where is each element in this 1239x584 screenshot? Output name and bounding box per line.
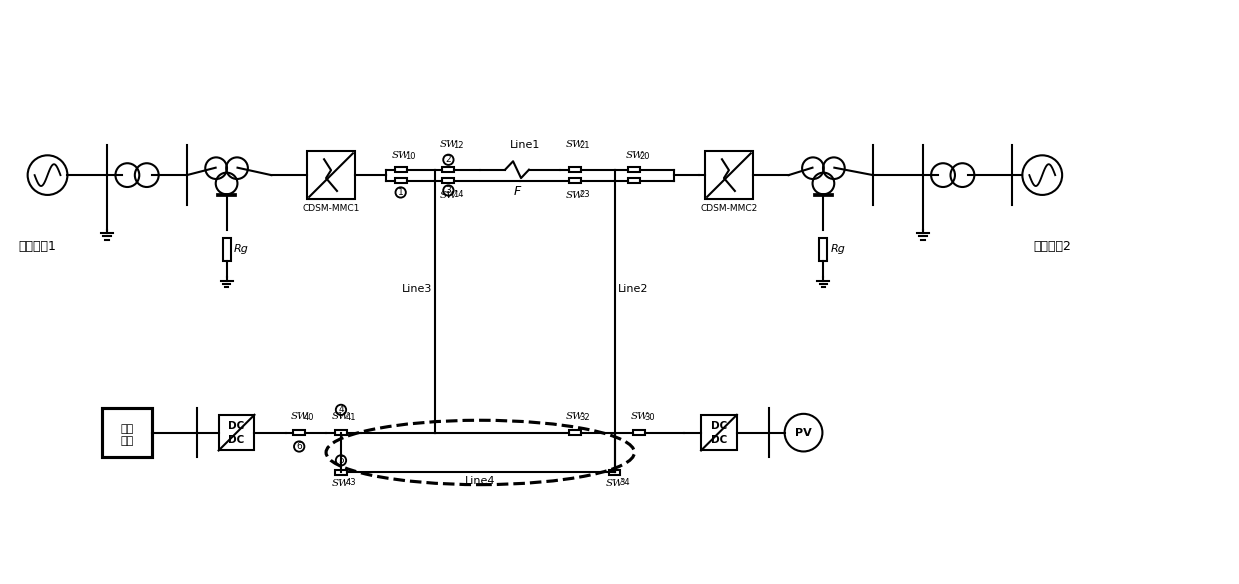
Bar bbox=[569, 430, 581, 436]
Bar bbox=[819, 238, 828, 261]
Text: 43: 43 bbox=[346, 478, 356, 487]
Text: 4: 4 bbox=[338, 405, 343, 415]
Text: 交流系统1: 交流系统1 bbox=[19, 239, 57, 252]
Text: 交流系统2: 交流系统2 bbox=[1033, 239, 1072, 252]
Text: PV: PV bbox=[795, 427, 812, 437]
Bar bbox=[218, 415, 254, 450]
Bar bbox=[442, 167, 455, 172]
Bar bbox=[705, 151, 753, 199]
Text: Line1: Line1 bbox=[509, 140, 540, 150]
Text: SW: SW bbox=[606, 479, 623, 488]
Text: CDSM-MMC2: CDSM-MMC2 bbox=[700, 204, 757, 213]
Text: SW: SW bbox=[290, 412, 309, 420]
Bar bbox=[335, 470, 347, 475]
Text: SW: SW bbox=[440, 140, 457, 149]
Bar bbox=[442, 178, 455, 183]
Text: 32: 32 bbox=[579, 413, 590, 422]
Text: SW: SW bbox=[566, 412, 584, 420]
Text: SW: SW bbox=[392, 151, 410, 160]
Text: DC: DC bbox=[228, 420, 244, 430]
Bar bbox=[569, 178, 581, 183]
Text: 21: 21 bbox=[579, 141, 590, 150]
Text: Line3: Line3 bbox=[403, 284, 432, 294]
Text: 14: 14 bbox=[453, 190, 463, 199]
Text: 1: 1 bbox=[398, 188, 404, 197]
Text: Line2: Line2 bbox=[617, 284, 648, 294]
Text: 5: 5 bbox=[338, 456, 344, 465]
Text: 2: 2 bbox=[446, 155, 451, 164]
Text: Rg: Rg bbox=[233, 245, 249, 255]
Bar bbox=[395, 178, 406, 183]
Text: 30: 30 bbox=[644, 413, 654, 422]
Text: 直流: 直流 bbox=[120, 423, 134, 434]
Text: 3: 3 bbox=[446, 186, 451, 195]
Text: SW: SW bbox=[440, 192, 457, 200]
Text: 40: 40 bbox=[304, 413, 315, 422]
Text: SW: SW bbox=[626, 151, 643, 160]
Bar bbox=[628, 178, 641, 183]
Bar bbox=[701, 415, 737, 450]
Text: SW: SW bbox=[566, 140, 584, 149]
Bar bbox=[294, 430, 305, 436]
Text: 34: 34 bbox=[620, 478, 629, 487]
Text: 负荷: 负荷 bbox=[120, 436, 134, 446]
Text: SW: SW bbox=[332, 479, 349, 488]
Text: DC: DC bbox=[711, 434, 727, 445]
Text: Line4: Line4 bbox=[465, 476, 496, 486]
Text: F: F bbox=[513, 185, 520, 198]
Bar bbox=[307, 151, 354, 199]
Text: 12: 12 bbox=[453, 141, 463, 150]
Bar bbox=[103, 408, 152, 457]
Text: CDSM-MMC1: CDSM-MMC1 bbox=[302, 204, 359, 213]
Text: SW: SW bbox=[631, 412, 648, 420]
Bar bbox=[335, 430, 347, 436]
Bar bbox=[223, 238, 230, 261]
Text: 23: 23 bbox=[579, 190, 590, 199]
Bar bbox=[569, 167, 581, 172]
Bar bbox=[633, 430, 646, 436]
Text: 20: 20 bbox=[639, 152, 649, 161]
Text: SW: SW bbox=[332, 412, 349, 420]
Text: SW: SW bbox=[566, 192, 584, 200]
Text: 10: 10 bbox=[405, 152, 415, 161]
Bar bbox=[628, 167, 641, 172]
Bar bbox=[395, 167, 406, 172]
Bar bbox=[608, 470, 621, 475]
Text: 41: 41 bbox=[346, 413, 356, 422]
Text: DC: DC bbox=[228, 434, 244, 445]
Text: DC: DC bbox=[711, 420, 727, 430]
Text: 6: 6 bbox=[296, 442, 302, 451]
Text: Rg: Rg bbox=[830, 245, 845, 255]
